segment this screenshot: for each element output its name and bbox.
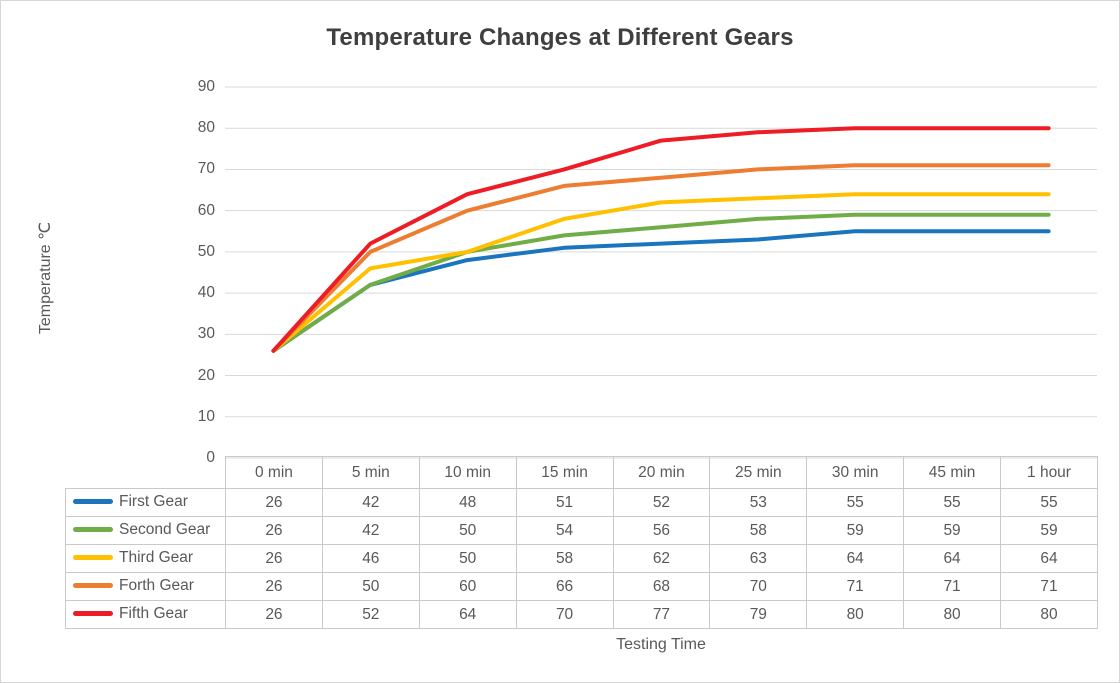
value-cell: 68 — [612, 572, 711, 601]
value-cell: 79 — [709, 600, 808, 629]
time-header-cell: 15 min — [515, 456, 614, 489]
table-header-row: 0 min 5 min 10 min 15 min 20 min 25 min 30 min… — [66, 456, 1098, 489]
y-tick-label: 70 — [197, 160, 215, 178]
series-line-fifth-gear — [271, 126, 1051, 353]
value-cell: 77 — [612, 600, 711, 629]
series-line-forth-gear — [271, 163, 1051, 353]
table-corner-cell — [66, 457, 226, 489]
value-cell: 50 — [418, 544, 517, 573]
series-name-label: First Gear — [119, 493, 188, 511]
series-line-first-gear — [271, 229, 1051, 353]
value-cell: 60 — [418, 572, 517, 601]
legend-cell: Forth Gear — [65, 572, 226, 601]
time-header-cell: 1 hour — [1000, 456, 1098, 489]
series-color-swatch — [73, 526, 113, 532]
table-body: First Gear 26 42 48 51 52 53 55 55 55 Second Gear 2… — [65, 488, 1098, 629]
value-cell: 52 — [321, 600, 420, 629]
value-cell: 64 — [418, 600, 517, 629]
series-name-label: Third Gear — [119, 549, 194, 567]
value-cell: 51 — [515, 488, 614, 517]
y-tick-label: 50 — [197, 242, 215, 260]
value-cell: 26 — [225, 516, 323, 545]
series-name-label: Second Gear — [119, 521, 211, 539]
y-tick-label: 80 — [197, 119, 215, 137]
time-header-cell: 0 min — [225, 456, 323, 489]
y-tick-label: 30 — [197, 325, 215, 343]
series-name-label: Fifth Gear — [119, 605, 188, 623]
value-cell: 53 — [709, 488, 808, 517]
value-cell: 62 — [612, 544, 711, 573]
data-table: 0 min 5 min 10 min 15 min 20 min 25 min 30 min… — [65, 456, 1098, 629]
y-tick-label: 90 — [197, 78, 215, 95]
value-cell: 26 — [225, 488, 323, 517]
value-cell: 64 — [903, 544, 1001, 573]
value-cell: 66 — [515, 572, 614, 601]
table-header: 0 min 5 min 10 min 15 min 20 min 25 min 30 min… — [66, 456, 1098, 489]
value-cell: 58 — [515, 544, 614, 573]
table-row-first-gear: First Gear 26 42 48 51 52 53 55 55 55 — [65, 488, 1098, 517]
time-header-cell: 5 min — [321, 456, 420, 489]
value-cell: 26 — [225, 600, 323, 629]
y-tick-label: 60 — [197, 201, 215, 219]
table-row-fifth-gear: Fifth Gear 26 52 64 70 77 79 80 80 80 — [65, 600, 1098, 629]
value-cell: 70 — [515, 600, 614, 629]
value-cell: 59 — [1000, 516, 1098, 545]
table-row-third-gear: Third Gear 26 46 50 58 62 63 64 64 64 — [65, 544, 1098, 573]
value-cell: 63 — [709, 544, 808, 573]
value-cell: 55 — [903, 488, 1001, 517]
time-header-cell: 30 min — [806, 456, 905, 489]
legend-cell: Fifth Gear — [65, 600, 226, 629]
value-cell: 71 — [903, 572, 1001, 601]
legend-cell: First Gear — [65, 488, 226, 517]
legend-cell: Third Gear — [65, 544, 226, 573]
value-cell: 80 — [806, 600, 905, 629]
value-cell: 26 — [225, 572, 323, 601]
value-cell: 70 — [709, 572, 808, 601]
value-cell: 71 — [806, 572, 905, 601]
table-row-forth-gear: Forth Gear 26 50 60 66 68 70 71 71 71 — [65, 572, 1098, 601]
value-cell: 55 — [1000, 488, 1098, 517]
value-cell: 42 — [321, 488, 420, 517]
value-cell: 46 — [321, 544, 420, 573]
y-tick-label: 10 — [197, 407, 215, 425]
value-cell: 55 — [806, 488, 905, 517]
value-cell: 50 — [418, 516, 517, 545]
value-cell: 59 — [903, 516, 1001, 545]
time-header-cell: 25 min — [709, 456, 808, 489]
series-name-label: Forth Gear — [119, 577, 194, 595]
value-cell: 59 — [806, 516, 905, 545]
value-cell: 54 — [515, 516, 614, 545]
time-header-cell: 20 min — [612, 456, 711, 489]
y-tick-label: 40 — [197, 284, 215, 302]
value-cell: 48 — [418, 488, 517, 517]
x-axis-title: Testing Time — [616, 636, 706, 653]
chart-title: Temperature Changes at Different Gears — [326, 24, 794, 51]
y-tick-label: 0 — [206, 449, 215, 466]
value-cell: 64 — [806, 544, 905, 573]
value-cell: 42 — [321, 516, 420, 545]
series-color-swatch — [73, 498, 113, 504]
series-line-third-gear — [271, 192, 1051, 353]
value-cell: 80 — [903, 600, 1001, 629]
value-cell: 56 — [612, 516, 711, 545]
legend-cell: Second Gear — [65, 516, 226, 545]
series-color-swatch — [73, 610, 113, 616]
series-color-swatch — [73, 582, 113, 588]
value-cell: 71 — [1000, 572, 1098, 601]
y-tick-label: 20 — [197, 366, 215, 384]
value-cell: 64 — [1000, 544, 1098, 573]
series-line-second-gear — [271, 212, 1051, 353]
series-color-swatch — [73, 554, 113, 560]
value-cell: 52 — [612, 488, 711, 517]
table-row-second-gear: Second Gear 26 42 50 54 56 58 59 59 59 — [65, 516, 1098, 545]
value-cell: 50 — [321, 572, 420, 601]
value-cell: 58 — [709, 516, 808, 545]
value-cell: 26 — [225, 544, 323, 573]
time-header-cell: 10 min — [418, 456, 517, 489]
time-header-cell: 45 min — [903, 456, 1001, 489]
value-cell: 80 — [1000, 600, 1098, 629]
